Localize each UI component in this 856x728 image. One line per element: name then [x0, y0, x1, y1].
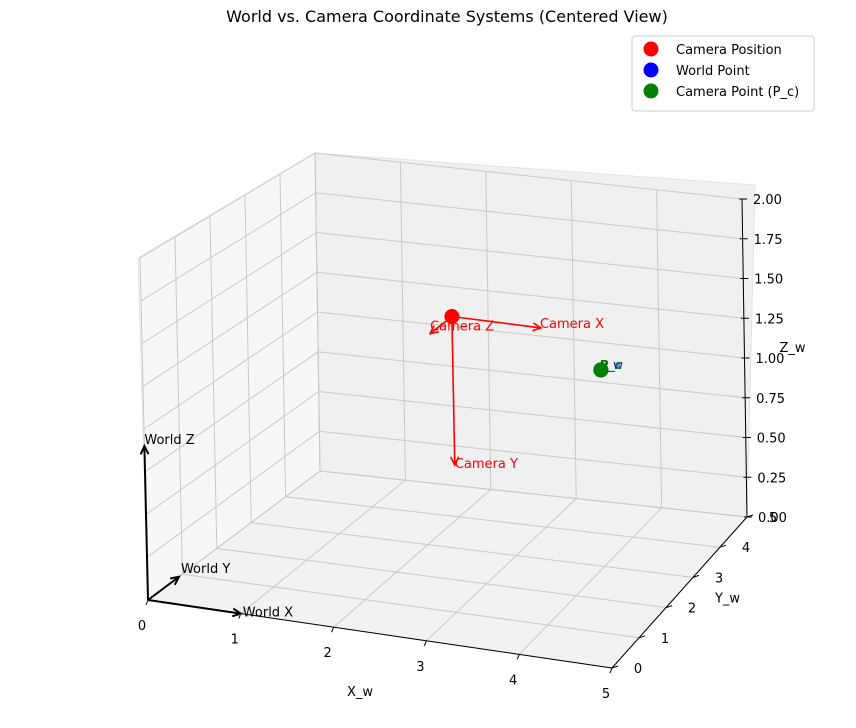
x-tick [331, 627, 335, 633]
camera-y-label: Camera Y [455, 457, 518, 472]
y-tick-label: 1 [661, 632, 669, 647]
grid-line-z [140, 192, 743, 302]
camera-x-arrow-shaft [451, 315, 542, 329]
y-axis-line [611, 516, 748, 669]
x-tick [423, 640, 427, 646]
legend-marker [643, 83, 659, 99]
quiver-arrows: World X World Y World Z Camera X Camera Y Cam… [139, 315, 604, 621]
y-tick-label: 4 [742, 541, 750, 556]
point-label-pc: P_c [600, 358, 622, 373]
x-tick [609, 667, 613, 674]
z-tick-label: 1.50 [754, 273, 783, 288]
camera-y-arrow-head [449, 456, 460, 467]
z-tick-label: 0.25 [757, 471, 786, 486]
world-y-label: World Y [181, 562, 230, 577]
legend-label: Camera Position [676, 43, 782, 58]
y-tick [611, 665, 619, 669]
grid-line-z [139, 152, 743, 259]
z-tick-label: 1.00 [756, 352, 785, 367]
z-tick-label: 2.00 [753, 193, 782, 208]
z-tick-label: 0.00 [758, 511, 787, 526]
x-tick [516, 654, 520, 660]
grid-lines [139, 152, 748, 669]
z-tick-label: 1.75 [754, 233, 783, 248]
camera-x-arrow-head [532, 322, 543, 332]
legend-label: World Point [676, 64, 750, 79]
grid-line-z [145, 390, 746, 515]
z-tick-label: 0.50 [757, 432, 786, 447]
y-tick [719, 544, 727, 548]
camera-x-label: Camera X [540, 317, 604, 332]
y-tick-label: 3 [715, 571, 723, 586]
world-y-arrow-shaft [147, 575, 180, 601]
point-camera-point-p-c [593, 362, 609, 378]
z-tick-label: 1.25 [755, 312, 784, 327]
y-tick [692, 574, 700, 578]
point-camera-position [444, 309, 460, 324]
legend-box [631, 35, 815, 112]
y-axis-label: Y_w [714, 592, 740, 607]
world-z-arrow-head [139, 443, 150, 455]
grid-line-z [142, 271, 744, 387]
z-axis-label: Z_w [779, 341, 805, 356]
axis-ticks: 0123450123450.000.250.500.751.001.251.50… [138, 193, 806, 702]
x-tick-label: 5 [602, 687, 610, 702]
world-x-arrow-head [231, 607, 244, 618]
x-tick-label: 0 [138, 619, 146, 634]
legend-marker [643, 62, 659, 78]
world-z-arrow-shaft [143, 446, 149, 601]
grid-line-z [144, 351, 746, 473]
x-tick [145, 599, 149, 606]
camera-z-label: Camera Z [430, 320, 494, 335]
data-points: P_wP_c [444, 309, 623, 378]
y-tick-label: 0 [634, 662, 642, 677]
x-tick-label: 2 [323, 646, 331, 661]
world-y-arrow-head [169, 575, 181, 586]
grid-line-z [146, 430, 747, 558]
grid-line-z [143, 311, 745, 430]
y-tick-label: 2 [688, 602, 696, 617]
y-tick [665, 605, 673, 609]
camera-z-arrow-head [428, 325, 440, 335]
legend-label: Camera Point (P_c) [676, 85, 799, 100]
y-tick [638, 635, 646, 639]
x-tick-label: 1 [231, 633, 239, 648]
world-z-label: World Z [144, 433, 194, 448]
grid-line-z [141, 231, 744, 344]
point-label-pw: P_w [600, 358, 623, 372]
x-tick-label: 4 [509, 673, 517, 688]
legend-marker [643, 41, 659, 57]
x-axis-label: X_w [347, 685, 373, 700]
camera-y-arrow-shaft [451, 316, 456, 466]
world-x-arrow-shaft [147, 599, 241, 615]
grid-line-z [147, 470, 748, 601]
x-tick-label: 3 [416, 660, 424, 675]
legend: Camera Position World Point Camera Point (… [631, 35, 815, 112]
z-tick-label: 0.75 [756, 392, 785, 407]
y-tick-label: 5 [769, 511, 777, 526]
world-x-label: World X [243, 606, 293, 621]
chart-title: World vs. Camera Coordinate Systems (Cen… [226, 7, 668, 26]
